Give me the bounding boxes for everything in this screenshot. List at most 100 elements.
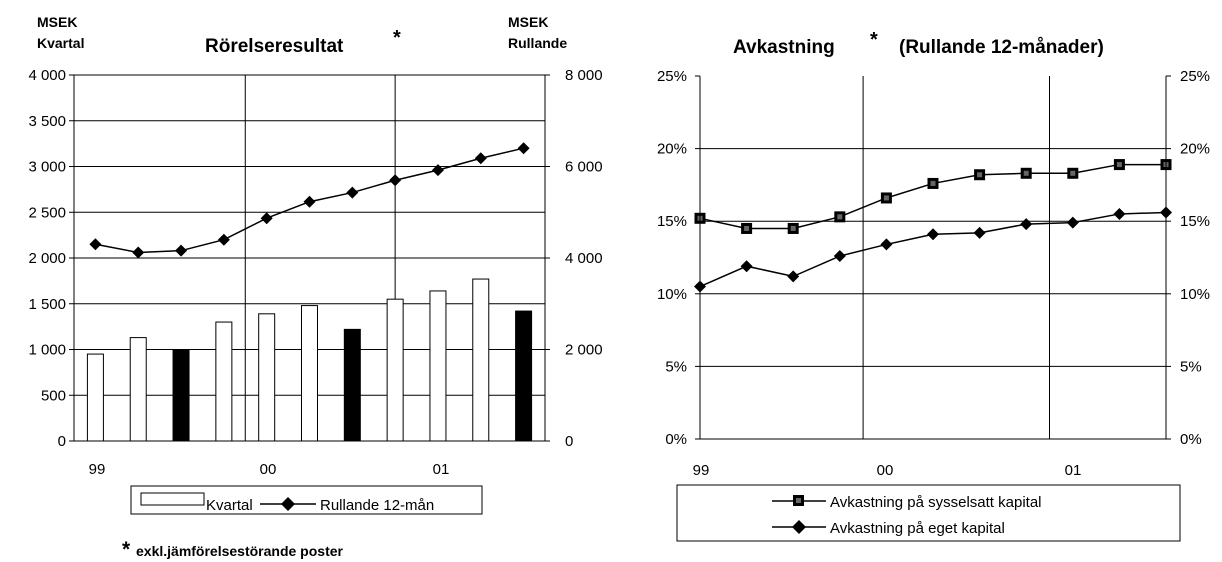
y-tick-label: 1 500: [28, 296, 66, 313]
legend-marker-diamond: [792, 520, 806, 534]
y2-tick-label: 20%: [1180, 141, 1210, 158]
title-asterisk: *: [393, 27, 401, 49]
point-rullande: [175, 244, 188, 257]
x-tick-label: 00: [260, 461, 277, 478]
legend-swatch-kvartal: [140, 492, 205, 506]
legend-box: [676, 484, 1181, 542]
y2-tick-label: 6 000: [565, 159, 603, 176]
right-axis-series-label: Rullande: [508, 35, 567, 51]
y-tick-label: 3 000: [28, 159, 66, 176]
y-axis-right-ticks: 0% 5% 10% 15% 20% 25%: [1166, 68, 1210, 448]
y2-tick-label: 4 000: [565, 250, 603, 267]
y-tick-label: 2 000: [28, 250, 66, 267]
legend-label-kvartal: Kvartal: [206, 497, 253, 514]
left-axis-unit-label: MSEK: [37, 14, 77, 30]
y-tick-label: 1 000: [28, 342, 66, 359]
bar-kvartal: [429, 290, 447, 442]
left-axis-series-label: Kvartal: [37, 35, 84, 51]
plot-frame: [699, 76, 1167, 440]
bar-kvartal: [172, 349, 190, 442]
y2-tick-label: 15%: [1180, 213, 1210, 230]
plot-grid: [700, 76, 1166, 439]
point-rullande: [132, 246, 145, 259]
line-eget: [699, 211, 1167, 288]
bar-kvartal: [343, 328, 361, 442]
point-rullande: [389, 174, 402, 187]
y-tick-label: 3 500: [28, 113, 66, 130]
y2-tick-label: 10%: [1180, 286, 1210, 303]
y2-tick-label: 25%: [1180, 68, 1210, 85]
legend-left-chart: Kvartal Rullande 12-mån: [130, 485, 483, 515]
y2-tick-label: 2 000: [565, 342, 603, 359]
plot-grid: [74, 75, 545, 441]
legend-right-chart: Avkastning på sysselsatt kapital Avkastn…: [676, 484, 1181, 542]
y-tick-label: 15%: [657, 213, 687, 230]
bar-kvartal: [215, 321, 233, 442]
x-tick-label: 99: [89, 461, 106, 478]
point-eget: [927, 228, 939, 241]
y2-tick-label: 8 000: [565, 67, 603, 84]
point-eget: [1066, 216, 1079, 229]
bar-kvartal: [301, 305, 318, 442]
bar-kvartal: [86, 353, 104, 442]
point-eget: [740, 260, 753, 273]
point-sysselsatt-inner: [837, 214, 843, 220]
x-axis-ticks: 99 00 01: [693, 462, 1082, 479]
y-tick-label: 5%: [665, 358, 687, 375]
y-tick-label: 10%: [657, 286, 687, 303]
legend-marker-diamond: [281, 497, 295, 511]
bar-kvartal: [129, 337, 147, 442]
legend-marker-square-inner: [796, 498, 801, 503]
y-tick-label: 20%: [657, 141, 687, 158]
point-sysselsatt-inner: [883, 195, 889, 201]
legend-label-rullande: Rullande 12-mån: [320, 497, 434, 514]
point-eget: [973, 226, 986, 239]
y-axis-left-ticks: 0 500 1 000 1 500 2 000 2 500 3 000 3 500 4 000: [28, 67, 74, 450]
legend-label-sysselsatt: Avkastning på sysselsatt kapital: [830, 494, 1042, 511]
bar-kvartal: [515, 310, 533, 442]
x-tick-label: 01: [433, 461, 450, 478]
y-axis-right-ticks: 0 2 000 4 000 6 000 8 000: [545, 67, 603, 450]
y-tick-label: 4 000: [28, 67, 66, 84]
chart-rorelseresultat: MSEK Kvartal Rörelseresultat * MSEK Rull…: [28, 14, 602, 561]
point-rullande: [217, 233, 230, 246]
point-eget: [787, 270, 800, 283]
y-tick-label: 0%: [665, 431, 687, 448]
bar-kvartal: [258, 313, 276, 442]
point-rullande: [346, 186, 359, 199]
line-series: [694, 159, 1172, 293]
point-eget: [880, 238, 893, 251]
y2-tick-label: 5%: [1180, 358, 1202, 375]
right-axis-unit-label: MSEK: [508, 14, 548, 30]
chart-title: Avkastning: [733, 37, 835, 58]
line-series-rullande: [89, 142, 530, 259]
chart-avkastning: Avkastning * (Rullande 12-månader) 0% 5% 1…: [657, 29, 1210, 542]
y-axis-left-ticks: 0% 5% 10% 15% 20% 25%: [657, 68, 700, 448]
point-rullande: [260, 212, 273, 225]
y-tick-label: 2 500: [28, 204, 66, 221]
y-tick-label: 0: [58, 433, 66, 450]
x-axis-ticks: 99 00 01: [89, 461, 450, 478]
x-tick-label: 01: [1065, 462, 1082, 479]
point-sysselsatt-inner: [790, 225, 796, 231]
point-rullande: [431, 164, 444, 177]
point-sysselsatt-inner: [1116, 162, 1122, 168]
point-sysselsatt-inner: [930, 180, 936, 186]
chart-title: Rörelseresultat: [205, 36, 344, 57]
y2-tick-label: 0%: [1180, 431, 1202, 448]
point-sysselsatt-inner: [977, 172, 983, 178]
bar-kvartal: [472, 278, 490, 442]
point-rullande: [303, 195, 316, 208]
x-tick-label: 99: [693, 462, 710, 479]
point-sysselsatt-inner: [1023, 170, 1029, 176]
x-tick-label: 00: [877, 462, 894, 479]
y2-tick-label: 0: [565, 433, 573, 450]
y-tick-label: 25%: [657, 68, 687, 85]
legend-label-eget: Avkastning på eget kapital: [830, 520, 1005, 537]
point-sysselsatt-inner: [744, 225, 750, 231]
point-rullande: [89, 238, 102, 251]
point-eget: [1113, 207, 1126, 220]
footnote-text: exkl.jämförelsestörande poster: [136, 543, 344, 559]
chart-subtitle: (Rullande 12-månader): [899, 37, 1104, 58]
